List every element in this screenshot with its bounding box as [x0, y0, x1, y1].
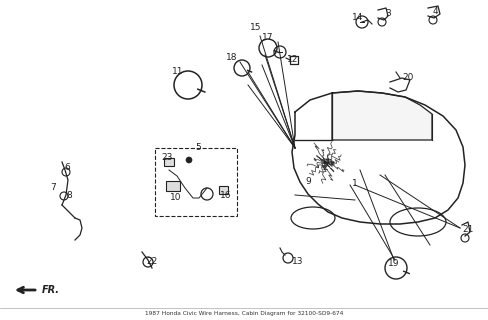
- Text: 11: 11: [172, 68, 184, 76]
- Text: 22: 22: [146, 258, 158, 267]
- Text: 2: 2: [322, 164, 328, 172]
- Text: 1987 Honda Civic Wire Harness, Cabin Diagram for 32100-SD9-674: 1987 Honda Civic Wire Harness, Cabin Dia…: [145, 310, 343, 316]
- Text: 17: 17: [262, 34, 274, 43]
- Circle shape: [186, 157, 192, 163]
- Text: 21: 21: [462, 226, 474, 235]
- Text: 14: 14: [352, 13, 364, 22]
- Bar: [166, 181, 180, 191]
- Text: 10: 10: [170, 194, 182, 203]
- Text: 8: 8: [66, 190, 72, 199]
- Text: 18: 18: [226, 53, 238, 62]
- Text: 16: 16: [220, 190, 232, 199]
- Text: 12: 12: [287, 55, 299, 65]
- Text: 19: 19: [388, 260, 400, 268]
- Polygon shape: [332, 91, 432, 140]
- Text: FR.: FR.: [42, 285, 60, 295]
- Text: 3: 3: [385, 10, 391, 19]
- Text: 20: 20: [402, 74, 414, 83]
- Text: 5: 5: [195, 143, 201, 153]
- Text: 23: 23: [162, 154, 173, 163]
- Text: 9: 9: [305, 178, 311, 187]
- Text: 6: 6: [64, 164, 70, 172]
- Text: 13: 13: [292, 258, 304, 267]
- Text: 1: 1: [352, 179, 358, 188]
- Text: 15: 15: [250, 23, 262, 33]
- Bar: [155, 148, 237, 216]
- Bar: [219, 186, 227, 194]
- Text: 7: 7: [50, 183, 56, 193]
- Bar: [164, 158, 174, 166]
- Text: 4: 4: [432, 7, 438, 17]
